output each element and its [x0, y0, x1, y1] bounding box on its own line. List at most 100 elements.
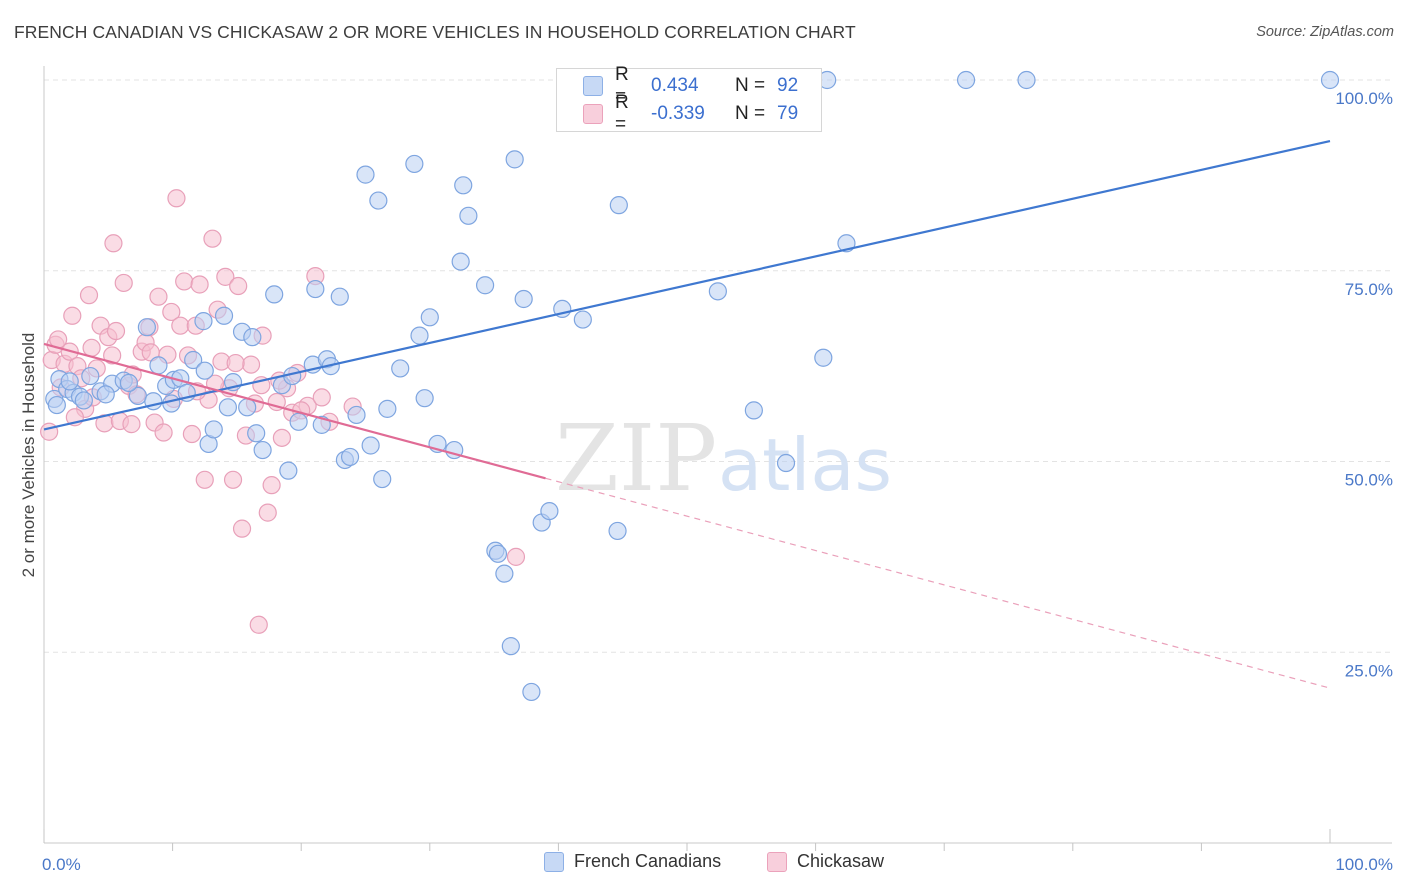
french-canadian-point [81, 366, 100, 386]
french-canadian-point [218, 398, 237, 417]
french-canadian-point [330, 287, 349, 306]
french-canadian-point [369, 191, 388, 210]
legend-n-value: 92 [777, 75, 799, 96]
french-canadian-point [514, 289, 533, 309]
chickasaw-point [249, 615, 268, 634]
french-canadian-point [361, 436, 380, 455]
x-tick-label: 0.0% [42, 855, 81, 874]
french-canadian-point [194, 312, 213, 331]
french-canadian-point [708, 282, 727, 301]
chickasaw-point [114, 273, 133, 293]
x-tick-label: 100.0% [1335, 855, 1393, 874]
legend-row-french-canadians: R = 0.434 N = 92 [583, 64, 799, 107]
french-canadian-point [488, 544, 508, 563]
french-canadian-point [119, 373, 138, 393]
french-canadian-point [522, 682, 541, 702]
french-canadian-point [243, 328, 262, 347]
french-canadian-point [451, 252, 470, 271]
watermark-zip: ZIP [555, 405, 717, 512]
watermark: ZIP atlas [555, 405, 892, 512]
chickasaw-point [162, 302, 181, 322]
legend-row-chickasaw: R = -0.339 N = 79 [583, 92, 799, 135]
french-canadian-point [265, 285, 284, 304]
axes [43, 66, 1392, 851]
french-canadian-point [608, 521, 627, 541]
chickasaw-point [82, 338, 101, 357]
french-canadian-point [415, 389, 434, 408]
french-canadian-point [956, 70, 976, 90]
chickasaw-point [312, 388, 331, 407]
chickasaw-point [190, 275, 209, 294]
french-canadian-point [204, 420, 223, 439]
chickasaw-point [106, 321, 126, 341]
legend-n-value: 79 [777, 103, 799, 124]
series-legend: French Canadians Chickasaw [0, 851, 1406, 877]
legend-r-label: R = [615, 92, 629, 135]
chickasaw-point [104, 234, 123, 253]
legend-swatch-blue [583, 76, 603, 96]
chickasaw-point [229, 276, 248, 296]
chickasaw-point [182, 424, 201, 444]
chart-title: FRENCH CANADIAN VS CHICKASAW 2 OR MORE V… [14, 22, 856, 42]
chickasaw-trend-line [43, 342, 546, 480]
french-canadian-point [1320, 70, 1340, 90]
trend-lines [43, 139, 1331, 689]
chart-source: Source: ZipAtlas.com [1256, 24, 1394, 40]
french-canadian-point [340, 447, 360, 467]
french-canadian-point [47, 395, 66, 415]
french-canadian-point [347, 405, 366, 425]
series-swatch-pink [767, 851, 787, 872]
french-canadian-point [475, 276, 495, 295]
series-legend-chickasaw[interactable]: Chickasaw [767, 851, 884, 872]
french-canadian-trend-line [43, 139, 1331, 431]
french-canadian-point [247, 424, 266, 443]
chickasaw-point [122, 415, 141, 434]
chickasaw-point [216, 267, 235, 286]
french-canadian-point [184, 350, 203, 370]
french-canadian-point [238, 398, 257, 417]
chickasaw-point [40, 422, 59, 441]
french-canadian-point [1017, 70, 1036, 90]
french-canadian-point [289, 412, 308, 431]
chickasaw-point [223, 470, 243, 489]
french-canadian-point [149, 356, 168, 375]
french-canadian-point [279, 461, 298, 480]
chickasaw-point [167, 189, 186, 208]
series-legend-french-canadians[interactable]: French Canadians [544, 851, 721, 872]
french-canadian-point [373, 469, 392, 489]
chickasaw-trend-extension [545, 477, 1331, 689]
french-canadian-point [405, 154, 424, 174]
chickasaw-point [262, 476, 281, 495]
french-canadian-point [573, 310, 592, 329]
french-canadian-point [540, 501, 559, 521]
french-canadian-point [214, 306, 234, 325]
french-canadian-point [814, 348, 833, 367]
chickasaw-point [506, 547, 526, 566]
y-tick-label: 100.0% [1335, 89, 1393, 108]
y-tick-label: 25.0% [1345, 661, 1393, 680]
y-axis-label: 2 or more Vehicles in Household [19, 333, 38, 578]
chickasaw-point [79, 286, 99, 305]
legend-r-value: -0.339 [651, 103, 705, 124]
french-canadian-point [356, 165, 375, 184]
series-label-chickasaw: Chickasaw [797, 851, 885, 871]
french-canadian-point [744, 401, 763, 420]
french-canadian-point [410, 326, 429, 345]
chickasaw-point [63, 306, 82, 325]
french-canadian-point [74, 391, 93, 410]
chickasaw-point [175, 272, 194, 291]
y-tick-label: 75.0% [1345, 280, 1393, 299]
chickasaw-points [40, 189, 526, 634]
chickasaw-point [195, 470, 214, 489]
chickasaw-point [232, 519, 252, 538]
french-canadian-point [306, 279, 325, 299]
chickasaw-point [103, 346, 122, 365]
series-label-french-canadians: French Canadians [574, 851, 722, 871]
chickasaw-point [154, 423, 173, 442]
tick-labels: 100.0% 75.0% 50.0% 25.0% 0.0% 100.0% [42, 89, 1393, 874]
french-canadian-point [495, 564, 514, 583]
french-canadian-point [420, 308, 439, 327]
chickasaw-point [226, 353, 245, 373]
chickasaw-point [171, 316, 190, 335]
